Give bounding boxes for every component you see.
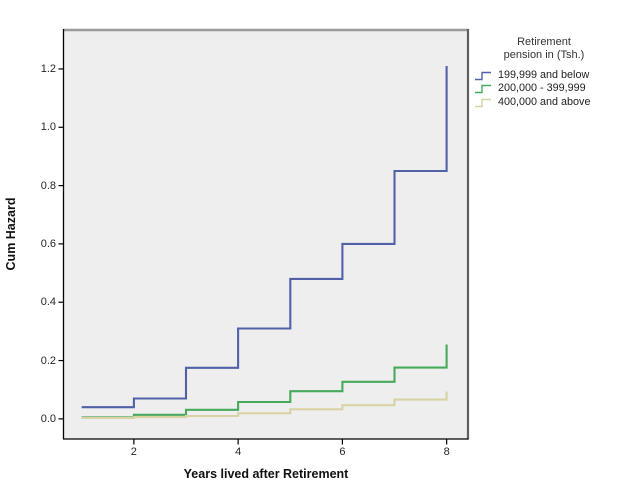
y-tick-label: 0.2 bbox=[40, 354, 56, 367]
series-line-1 bbox=[81, 344, 448, 419]
y-tick-label: 0.0 bbox=[40, 412, 56, 425]
legend-item-0: 199,999 and below bbox=[475, 68, 625, 82]
y-tick-label: 0.6 bbox=[40, 237, 56, 250]
legend-item-1: 200,000 - 399,999 bbox=[475, 82, 625, 96]
x-tick-label: 2 bbox=[130, 446, 137, 458]
x-tick-label: 8 bbox=[443, 446, 450, 458]
legend-step-marker bbox=[475, 85, 491, 94]
y-tick-label: 0.4 bbox=[40, 296, 56, 309]
legend-title-line-1: Retirement bbox=[517, 36, 571, 48]
legend-item-label: 400,000 and above bbox=[498, 95, 591, 108]
series-line-0 bbox=[81, 66, 448, 409]
series-line-2 bbox=[81, 391, 448, 420]
legend-title-line-2: pension in (Tsh.) bbox=[503, 49, 585, 61]
legend-item-2: 400,000 and above bbox=[475, 95, 625, 109]
legend-item-label: 200,000 - 399,999 bbox=[498, 82, 586, 95]
x-tick-label: 6 bbox=[339, 446, 346, 458]
y-axis-title: Cum Hazard bbox=[4, 197, 18, 271]
x-tick-label: 4 bbox=[235, 446, 242, 458]
y-tick-label: 0.8 bbox=[40, 179, 56, 192]
legend: Retirement pension in (Tsh.) 199,999 and… bbox=[475, 36, 625, 109]
legend-title: Retirement pension in (Tsh.) bbox=[475, 36, 613, 62]
legend-item-label: 199,999 and below bbox=[498, 68, 590, 81]
y-tick-label: 1.2 bbox=[40, 62, 56, 75]
legend-step-marker bbox=[475, 98, 491, 107]
legend-step-marker bbox=[475, 71, 491, 80]
y-tick-label: 1.0 bbox=[40, 121, 56, 134]
plot-background bbox=[63, 29, 468, 439]
legend-items: 199,999 and below 200,000 - 399,999 400,00… bbox=[475, 68, 625, 109]
x-axis-title: Years lived after Retirement bbox=[183, 467, 349, 481]
